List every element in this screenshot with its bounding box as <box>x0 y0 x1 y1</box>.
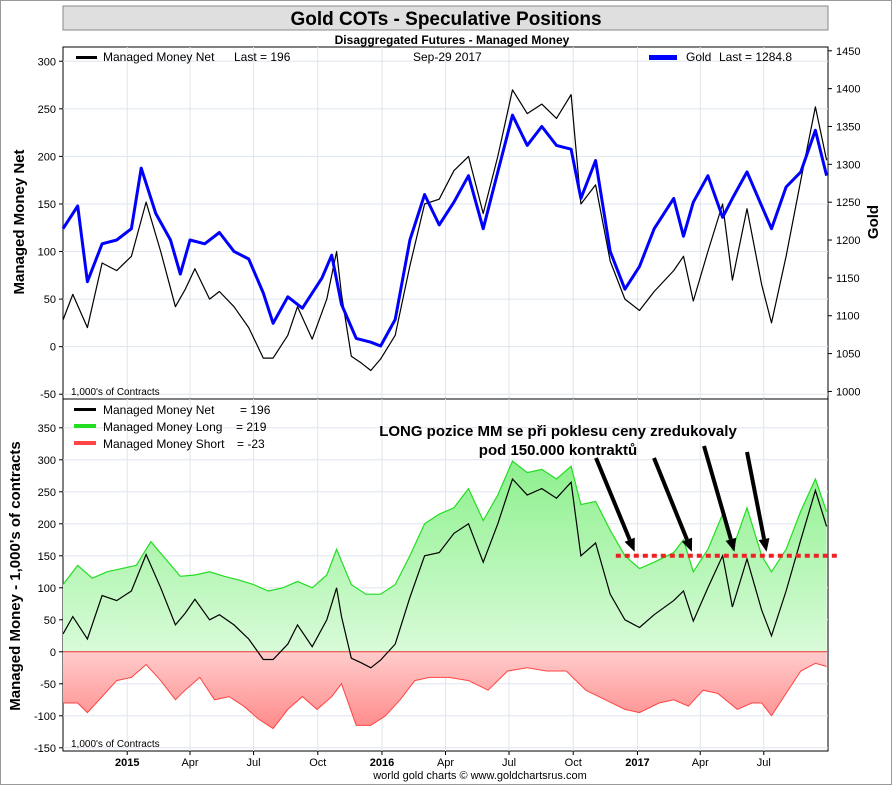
top-ytick-label: 150 <box>38 199 56 211</box>
top-panel: -50 0 50 100 150 200 250 300 1000 1050 1100 1150 12… <box>11 46 882 401</box>
top-unit-note: 1,000's of Contracts <box>71 387 160 398</box>
top-y2tick-label: 1250 <box>836 197 860 209</box>
x-axis: 2015 Apr Jul Oct 2016 Apr Jul Oct 2017 Apr Jul <box>115 751 771 769</box>
legend-mm-long-name: Managed Money Long <box>103 420 222 434</box>
top-ytick-label: 100 <box>38 247 56 259</box>
xtick-label: 2015 <box>115 757 139 769</box>
legend-net-name: Managed Money Net <box>103 50 215 64</box>
xtick-label: Jul <box>247 757 261 769</box>
top-right-axis: 1000 1050 1100 1150 1200 1250 1300 1350 1400 1450 <box>828 46 860 398</box>
annotation-text-line1: LONG pozice MM se při poklesu ceny zredu… <box>379 423 737 440</box>
top-y2tick-label: 1050 <box>836 349 860 361</box>
annotation-arrow <box>652 457 689 541</box>
managed-money-net-line <box>62 89 828 372</box>
bottom-legend: Managed Money Net = 196 Managed Money Lo… <box>74 403 271 451</box>
annotation-arrowhead <box>681 537 693 552</box>
bottom-ytick-label: -100 <box>34 711 56 723</box>
bottom-ytick-label: 250 <box>38 487 56 499</box>
legend-net-swatch <box>76 56 97 59</box>
bottom-ytick-label: 0 <box>50 647 56 659</box>
chart-title: Gold COTs - Speculative Positions <box>290 9 601 30</box>
annotation-arrowhead <box>758 537 770 552</box>
gold-price-line <box>61 113 829 348</box>
top-y2tick-label: 1200 <box>836 235 860 247</box>
title-bar <box>62 5 829 31</box>
chart-subtitle: Disaggregated Futures - Managed Money <box>335 33 570 47</box>
mm-short-line <box>63 662 827 730</box>
top-series-group <box>61 89 829 372</box>
annotation: LONG pozice MM se při poklesu ceny zredu… <box>379 423 838 558</box>
annotation-arrow <box>745 451 767 540</box>
top-ytick-label: 200 <box>38 151 56 163</box>
legend-mm-short-name: Managed Money Short <box>103 437 225 451</box>
legend-net-last: Last = 196 <box>234 50 291 64</box>
bottom-left-axis: -150 -100 -50 0 50 100 150 200 250 300 350 <box>34 423 63 755</box>
annotation-text-line2: pod 150.000 kontraktů <box>479 442 637 459</box>
bottom-ytick-label: 150 <box>38 551 56 563</box>
legend-gold-swatch <box>649 55 677 60</box>
annotation-arrowhead <box>624 537 635 552</box>
xtick-label: 2017 <box>625 757 649 769</box>
xtick-label: 2016 <box>370 757 394 769</box>
top-y2tick-label: 1300 <box>836 159 860 171</box>
top-y2tick-label: 1400 <box>836 84 860 96</box>
mm-short-area <box>63 651 827 729</box>
top-ytick-label: 300 <box>38 56 56 68</box>
annotation-arrow <box>702 445 733 540</box>
legend-mm-long-last: = 219 <box>236 420 267 434</box>
bottom-ylabel: Managed Money - 1,000's of contracts <box>7 441 24 710</box>
top-legend: Managed Money Net Last = 196 Sep-29 2017… <box>76 50 792 64</box>
legend-gold-name: Gold <box>686 50 711 64</box>
top-ytick-label: 50 <box>44 294 56 306</box>
xtick-label: Jul <box>502 757 516 769</box>
top-ytick-label: 0 <box>50 342 56 354</box>
top-y2tick-label: 1150 <box>836 273 860 285</box>
xtick-label: Oct <box>309 757 326 769</box>
bottom-series-group <box>62 460 828 730</box>
top-gridlines <box>63 47 828 399</box>
annotation-arrowhead <box>725 537 737 552</box>
bottom-ytick-label: 300 <box>38 455 56 467</box>
footer-credit: world gold charts © www.goldchartsrus.co… <box>372 770 587 782</box>
bottom-ytick-label: 200 <box>38 519 56 531</box>
legend-mm-long-swatch <box>74 424 96 428</box>
legend-mm-net-last: = 196 <box>240 403 271 417</box>
top-y2tick-label: 1000 <box>836 386 860 398</box>
legend-mm-net-name: Managed Money Net <box>103 403 215 417</box>
bottom-ytick-label: 350 <box>38 423 56 435</box>
xtick-label: Apr <box>692 757 709 769</box>
annotation-arrow <box>594 457 632 541</box>
xtick-label: Apr <box>437 757 454 769</box>
bottom-panel: -150 -100 -50 0 50 100 150 200 250 300 350 2015 Apr… <box>7 398 838 769</box>
top-y2label: Gold <box>865 205 882 239</box>
xtick-label: Apr <box>181 757 198 769</box>
top-y2tick-label: 1450 <box>836 46 860 58</box>
top-y2tick-label: 1350 <box>836 121 860 133</box>
top-ytick-label: -50 <box>40 389 56 401</box>
legend-mm-short-last: = -23 <box>237 437 265 451</box>
bottom-ytick-label: -50 <box>40 679 56 691</box>
mm-long-area <box>63 461 827 652</box>
bottom-ytick-label: 100 <box>38 583 56 595</box>
top-ylabel: Managed Money Net <box>11 149 28 294</box>
xtick-label: Oct <box>565 757 582 769</box>
legend-mm-short-swatch <box>74 441 96 445</box>
top-date-label: Sep-29 2017 <box>413 50 482 64</box>
bottom-unit-note: 1,000's of Contracts <box>71 739 160 750</box>
legend-gold-last: Last = 1284.8 <box>719 50 792 64</box>
mm-long-line <box>62 460 828 595</box>
bottom-ytick-label: -150 <box>34 743 56 755</box>
mm-net-line <box>62 477 828 669</box>
top-left-axis: -50 0 50 100 150 200 250 300 <box>38 56 63 401</box>
bottom-ytick-label: 50 <box>44 615 56 627</box>
xtick-label: Jul <box>757 757 771 769</box>
top-y2tick-label: 1100 <box>836 311 860 323</box>
legend-mm-net-swatch <box>74 408 96 411</box>
top-ytick-label: 250 <box>38 104 56 116</box>
